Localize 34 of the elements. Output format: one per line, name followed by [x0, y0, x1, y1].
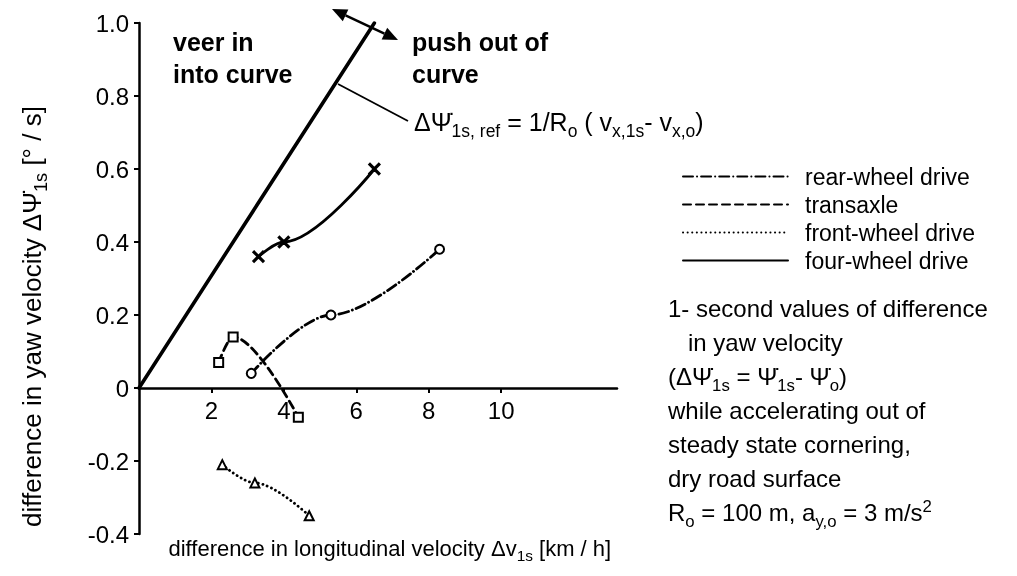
- point: [249, 477, 261, 489]
- point: [368, 162, 381, 176]
- point: [325, 309, 337, 321]
- point: [216, 459, 228, 471]
- x-tick-label: 8: [422, 396, 436, 424]
- x-tick-label: 10: [487, 396, 515, 424]
- x-axis-title: difference in longitudinal velocity Δv$_{1s}$ [km / h]: [168, 536, 612, 565]
- y-tick-label: 0.6: [95, 155, 129, 183]
- point: [245, 367, 257, 379]
- point: [303, 510, 315, 522]
- point: [213, 356, 225, 368]
- y-tick-label: 0: [115, 374, 129, 402]
- point: [434, 243, 446, 255]
- point: [227, 331, 239, 343]
- point: [277, 235, 291, 249]
- legend-label: front-wheel drive: [805, 219, 976, 246]
- text: 1- second values of difference in yaw velocity (ΔΨ̇$_{1s}$ = Ψ̇$_{1s}$- Ψ̇$_{o}$) while accelerating out of steady state cornering, dry road surface R$_{o}$ = 100 m, a$_{y,o}$ = 3 m/s$^{2}$: [668, 295, 988, 531]
- legend-label: transaxle: [805, 191, 899, 218]
- y-tick-label: -0.2: [87, 447, 129, 475]
- x-tick-label: 2: [204, 396, 219, 424]
- y-tick-label: 0.4: [95, 228, 129, 256]
- legend-label: four-wheel drive: [805, 247, 969, 274]
- x-tick-label: 6: [349, 396, 363, 424]
- annotation: veer in into curve: [173, 27, 293, 90]
- y-tick-label: 0.8: [95, 82, 129, 110]
- y-tick-label: 1.0: [95, 9, 129, 37]
- x-tick-label: 4: [277, 396, 291, 424]
- legend-label: rear-wheel drive: [805, 163, 970, 190]
- y-tick-label: -0.4: [87, 520, 129, 548]
- text: ΔΨ̇$_{1s, ref}$ = 1/R$_{o}$ ( v$_{x,1s}$- v$_{x,o}$): [414, 108, 704, 141]
- point: [292, 411, 304, 423]
- y-tick-label: 0.2: [95, 301, 129, 329]
- point: [252, 250, 265, 263]
- annotation: push out of curve: [412, 27, 549, 90]
